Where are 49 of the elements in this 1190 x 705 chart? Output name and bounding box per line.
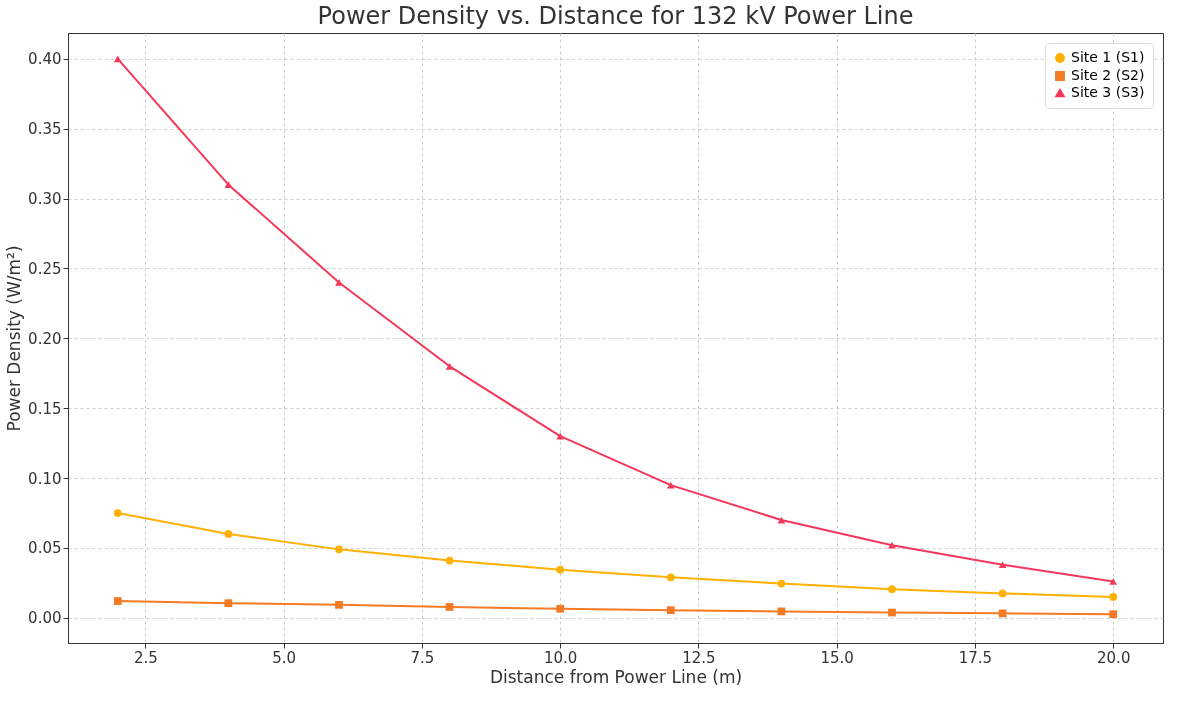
point (888, 541, 896, 549)
point (335, 279, 343, 286)
point (113, 597, 122, 605)
point (445, 362, 454, 370)
y-tick-label: 0.05 (28, 539, 62, 558)
point (666, 606, 675, 615)
point (1109, 593, 1118, 601)
point (666, 573, 675, 582)
legend-label: Site 2 (S2) (1071, 67, 1145, 83)
point (1109, 610, 1118, 619)
y-axis-title: Power Density (W/m²) (4, 245, 25, 432)
point (888, 585, 896, 594)
y-tick-label: 0.35 (28, 120, 62, 139)
y-tick-label: 0.10 (28, 469, 62, 488)
x-tick-label: 12.5 (682, 648, 716, 667)
point (1109, 578, 1118, 585)
point (888, 608, 896, 617)
point (224, 530, 233, 538)
x-tick-label: 20.0 (1097, 648, 1131, 667)
legend-label: Site 1 (S1) (1071, 49, 1145, 65)
point (445, 603, 454, 611)
x-tick-label: 2.5 (133, 648, 158, 667)
point (113, 509, 122, 517)
x-tick-label: 10.0 (543, 648, 578, 667)
point (998, 589, 1007, 598)
point (224, 181, 233, 188)
x-tick-label: 17.5 (958, 648, 993, 667)
point (113, 55, 122, 63)
point (777, 579, 786, 588)
x-tick-label: 15.0 (820, 648, 854, 667)
x-tick-label: 7.5 (410, 648, 435, 667)
point (998, 561, 1007, 569)
point (556, 565, 565, 574)
chart-title: Power Density vs. Distance for 132 kV Power Line (317, 2, 914, 30)
point (556, 604, 565, 613)
legend-label: Site 3 (S3) (1071, 84, 1145, 100)
y-tick-label: 0.20 (28, 329, 62, 348)
y-tick-label: 0.25 (28, 259, 62, 278)
point (335, 600, 343, 609)
y-tick-label: 0.30 (28, 190, 62, 209)
y-tick-label: 0.15 (28, 399, 62, 418)
x-tick-label: 5.0 (272, 648, 297, 667)
y-tick-label: 0.00 (28, 609, 62, 628)
point (445, 556, 454, 565)
point (556, 432, 565, 440)
y-tick-label: 0.40 (28, 50, 62, 69)
point (224, 599, 233, 608)
x-axis-title: Distance from Power Line (m) (489, 666, 743, 687)
point (335, 545, 343, 554)
